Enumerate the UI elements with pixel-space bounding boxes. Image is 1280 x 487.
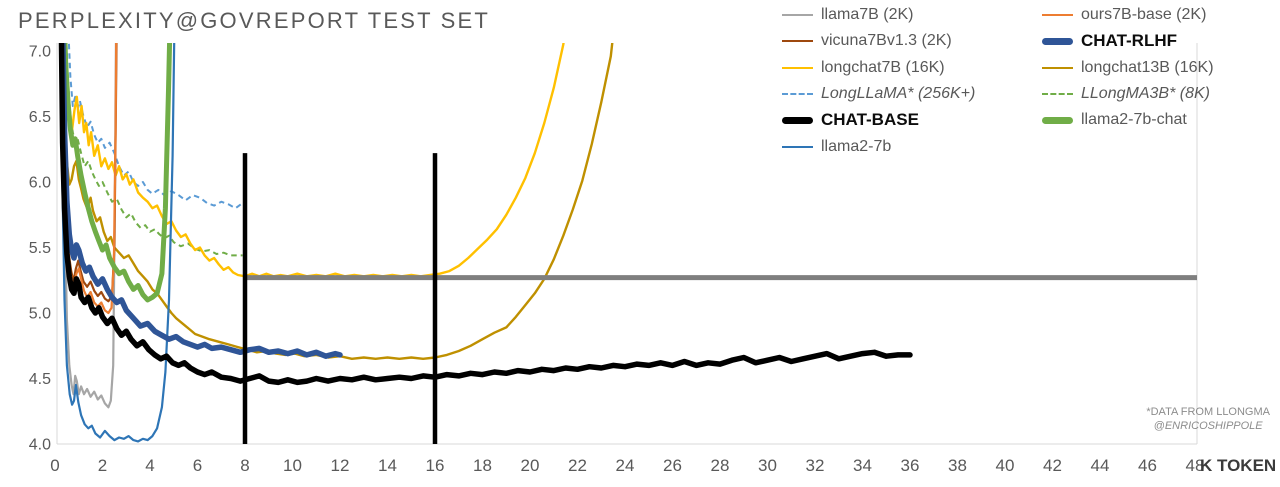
y-tick-label-4.0: 4.0 bbox=[29, 437, 51, 454]
legend-label-vicuna7b: vicuna7Bv1.3 (2K) bbox=[821, 32, 952, 50]
annotation-handle: @ENRICOSHIPPOLE bbox=[1153, 420, 1263, 432]
x-tick-label-32: 32 bbox=[806, 456, 825, 475]
x-tick-label-38: 38 bbox=[948, 456, 967, 475]
x-tick-label-44: 44 bbox=[1091, 456, 1110, 475]
x-tick-label-42: 42 bbox=[1043, 456, 1062, 475]
x-tick-label-40: 40 bbox=[996, 456, 1015, 475]
series-llongma3b-8k bbox=[65, 43, 243, 257]
legend-item-vicuna7b: vicuna7Bv1.3 (2K) bbox=[782, 28, 975, 54]
legend-item-llama7b: llama7B (2K) bbox=[782, 2, 975, 28]
legend-label-longllama: LongLLaMA* (256K+) bbox=[821, 85, 976, 103]
x-tick-label-10: 10 bbox=[283, 456, 302, 475]
y-tick-label-6.0: 6.0 bbox=[29, 175, 51, 192]
legend-item-longllama: LongLLaMA* (256K+) bbox=[782, 81, 975, 107]
x-tick-label-22: 22 bbox=[568, 456, 587, 475]
x-tick-label-4: 4 bbox=[145, 456, 154, 475]
y-tick-label-4.5: 4.5 bbox=[29, 371, 51, 388]
series-llama2-7b-chat bbox=[62, 43, 173, 303]
legend-label-chat-rlhf: CHAT-RLHF bbox=[1081, 31, 1177, 51]
legend-swatch-ours7b-base bbox=[1042, 14, 1073, 17]
plot-area bbox=[58, 43, 1197, 444]
legend-item-llama2-7b-chat: llama2-7b-chat bbox=[1042, 107, 1214, 133]
series-longchat7b-16k bbox=[64, 43, 565, 278]
legend-swatch-chat-rlhf bbox=[1042, 38, 1073, 45]
x-tick-label-18: 18 bbox=[473, 456, 492, 475]
x-tick-label-36: 36 bbox=[901, 456, 920, 475]
legend-item-ours7b-base: ours7B-base (2K) bbox=[1042, 2, 1214, 28]
x-tick-label-2: 2 bbox=[98, 456, 107, 475]
series-chat-base bbox=[58, 43, 913, 386]
chart-title: PERPLEXITY@GOVREPORT TEST SET bbox=[18, 8, 491, 33]
x-tick-label-14: 14 bbox=[378, 456, 397, 475]
series-longllama-256k bbox=[67, 43, 244, 210]
legend-item-chat-base: CHAT-BASE bbox=[782, 107, 975, 133]
x-tick-label-46: 46 bbox=[1138, 456, 1157, 475]
legend-label-longchat13b: longchat13B (16K) bbox=[1081, 58, 1214, 76]
legend-swatch-longchat7b bbox=[782, 66, 813, 69]
x-tick-label-6: 6 bbox=[193, 456, 202, 475]
x-tick-label-48: 48 bbox=[1186, 456, 1205, 475]
legend-swatch-longllama bbox=[782, 93, 813, 96]
series-longchat13b-16k bbox=[61, 43, 614, 360]
legend-swatch-llongma3b bbox=[1042, 93, 1073, 96]
annotation-data-source: *DATA FROM LLONGMA bbox=[1146, 406, 1270, 418]
x-axis-unit-label: K TOKEN bbox=[1200, 456, 1276, 475]
legend-swatch-llama2-7b-chat bbox=[1042, 117, 1073, 124]
y-tick-label-5.5: 5.5 bbox=[29, 240, 51, 257]
legend-swatch-chat-base bbox=[782, 117, 813, 124]
legend-item-longchat13b: longchat13B (16K) bbox=[1042, 55, 1214, 81]
series-chat-rlhf bbox=[60, 43, 343, 359]
legend-column-left: llama7B (2K) vicuna7Bv1.3 (2K) longchat7… bbox=[782, 2, 975, 160]
x-tick-label-26: 26 bbox=[663, 456, 682, 475]
x-tick-label-12: 12 bbox=[331, 456, 350, 475]
series-llama2-7b bbox=[59, 43, 176, 443]
x-tick-label-34: 34 bbox=[853, 456, 872, 475]
legend-swatch-vicuna7b bbox=[782, 40, 813, 43]
legend-item-llongma3b: LLongMA3B* (8K) bbox=[1042, 81, 1214, 107]
legend-swatch-llama2-7b bbox=[782, 145, 813, 148]
y-tick-label-6.5: 6.5 bbox=[29, 109, 51, 126]
y-tick-label-7.0: 7.0 bbox=[29, 44, 51, 61]
legend-swatch-llama7b bbox=[782, 14, 813, 17]
legend-label-llama7b: llama7B (2K) bbox=[821, 6, 914, 24]
legend-label-chat-base: CHAT-BASE bbox=[821, 110, 919, 130]
legend-item-longchat7b: longchat7B (16K) bbox=[782, 55, 975, 81]
legend-label-longchat7b: longchat7B (16K) bbox=[821, 58, 945, 76]
x-tick-label-20: 20 bbox=[521, 456, 540, 475]
x-tick-label-16: 16 bbox=[426, 456, 445, 475]
legend-swatch-longchat13b bbox=[1042, 66, 1073, 69]
x-tick-label-24: 24 bbox=[616, 456, 635, 475]
legend-label-llama2-7b: llama2-7b bbox=[821, 137, 892, 155]
x-tick-label-30: 30 bbox=[758, 456, 777, 475]
x-tick-label-0: 0 bbox=[50, 456, 59, 475]
x-tick-label-8: 8 bbox=[240, 456, 249, 475]
legend-column-right: ours7B-base (2K) CHAT-RLHF longchat13B (… bbox=[1042, 2, 1214, 133]
legend-item-llama2-7b: llama2-7b bbox=[782, 133, 975, 159]
series-llama7b-2k bbox=[61, 43, 118, 409]
legend-item-chat-rlhf: CHAT-RLHF bbox=[1042, 28, 1214, 54]
source-annotation: *DATA FROM LLONGMA @ENRICOSHIPPOLE bbox=[1146, 405, 1270, 433]
y-tick-label-5.0: 5.0 bbox=[29, 306, 51, 323]
legend-label-llongma3b: LLongMA3B* (8K) bbox=[1081, 85, 1210, 103]
x-tick-label-28: 28 bbox=[711, 456, 730, 475]
legend-label-llama2-7b-chat: llama2-7b-chat bbox=[1081, 111, 1187, 129]
legend-label-ours7b-base: ours7B-base (2K) bbox=[1081, 6, 1207, 24]
